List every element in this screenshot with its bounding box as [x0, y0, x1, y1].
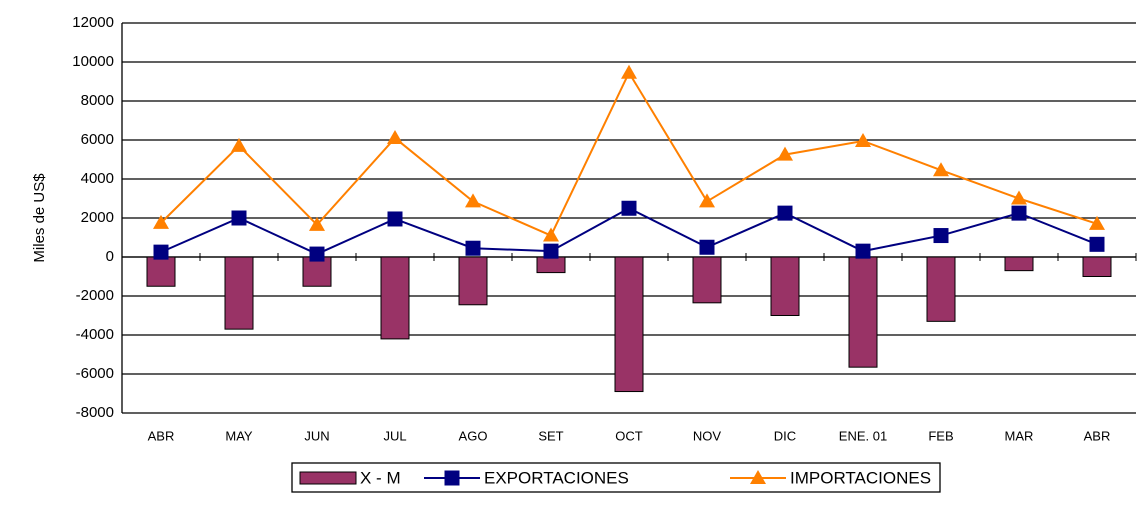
legend-label: EXPORTACIONES — [484, 468, 629, 487]
bar — [848, 256, 878, 368]
marker — [1011, 205, 1027, 221]
marker — [1089, 236, 1105, 252]
marker — [855, 243, 871, 259]
y-tick-label: 4000 — [81, 170, 114, 187]
marker — [933, 162, 949, 177]
marker — [387, 211, 403, 227]
x-tick-label: NOV — [693, 428, 722, 443]
marker — [1011, 190, 1027, 205]
y-tick-label: -4000 — [76, 326, 114, 343]
x-tick-label: SET — [538, 428, 563, 443]
bar — [536, 256, 566, 274]
y-tick-label: 12000 — [72, 14, 114, 31]
x-tick-label: ABR — [148, 428, 175, 443]
y-tick-label: 6000 — [81, 131, 114, 148]
marker — [153, 214, 169, 229]
legend-marker — [444, 470, 460, 486]
legend-swatch — [299, 471, 357, 485]
y-tick-label: 2000 — [81, 209, 114, 226]
legend-marker — [750, 470, 766, 484]
y-tick-label: -6000 — [76, 365, 114, 382]
marker — [777, 146, 793, 161]
marker — [855, 132, 871, 147]
marker — [231, 210, 247, 226]
legend-label: X - M — [360, 468, 401, 487]
bar — [458, 256, 488, 306]
bar — [146, 256, 176, 287]
y-tick-label: 10000 — [72, 53, 114, 70]
marker — [699, 193, 715, 208]
marker — [543, 227, 559, 242]
bar — [692, 256, 722, 304]
marker — [1089, 215, 1105, 230]
bar — [614, 256, 644, 393]
bar — [380, 256, 410, 340]
marker — [621, 200, 637, 216]
bar — [1082, 256, 1112, 277]
bar — [1004, 256, 1034, 272]
y-tick-label: -2000 — [76, 287, 114, 304]
x-tick-label: ENE. 01 — [839, 428, 887, 443]
x-tick-label: MAY — [225, 428, 253, 443]
x-tick-label: JUL — [383, 428, 406, 443]
marker — [933, 228, 949, 244]
marker — [231, 137, 247, 152]
bar — [224, 256, 254, 330]
legend-label: IMPORTACIONES — [790, 468, 931, 487]
marker — [543, 243, 559, 259]
x-tick-label: JUN — [304, 428, 329, 443]
marker — [309, 216, 325, 231]
marker — [699, 239, 715, 255]
marker — [465, 193, 481, 208]
marker — [153, 244, 169, 260]
marker — [621, 64, 637, 79]
bar — [302, 256, 332, 287]
x-tick-label: DIC — [774, 428, 796, 443]
x-tick-label: FEB — [928, 428, 953, 443]
x-tick-label: ABR — [1084, 428, 1111, 443]
marker — [777, 205, 793, 221]
y-axis-label: Miles de US$ — [31, 173, 48, 263]
y-tick-label: 0 — [106, 248, 114, 265]
bar — [770, 256, 800, 316]
y-tick-label: 8000 — [81, 92, 114, 109]
x-tick-label: AGO — [459, 428, 488, 443]
x-tick-label: MAR — [1005, 428, 1034, 443]
marker — [465, 240, 481, 256]
marker — [387, 130, 403, 145]
legend-box — [291, 462, 941, 493]
x-tick-label: OCT — [615, 428, 643, 443]
bar — [926, 256, 956, 322]
y-tick-label: -8000 — [76, 404, 114, 421]
marker — [309, 246, 325, 262]
